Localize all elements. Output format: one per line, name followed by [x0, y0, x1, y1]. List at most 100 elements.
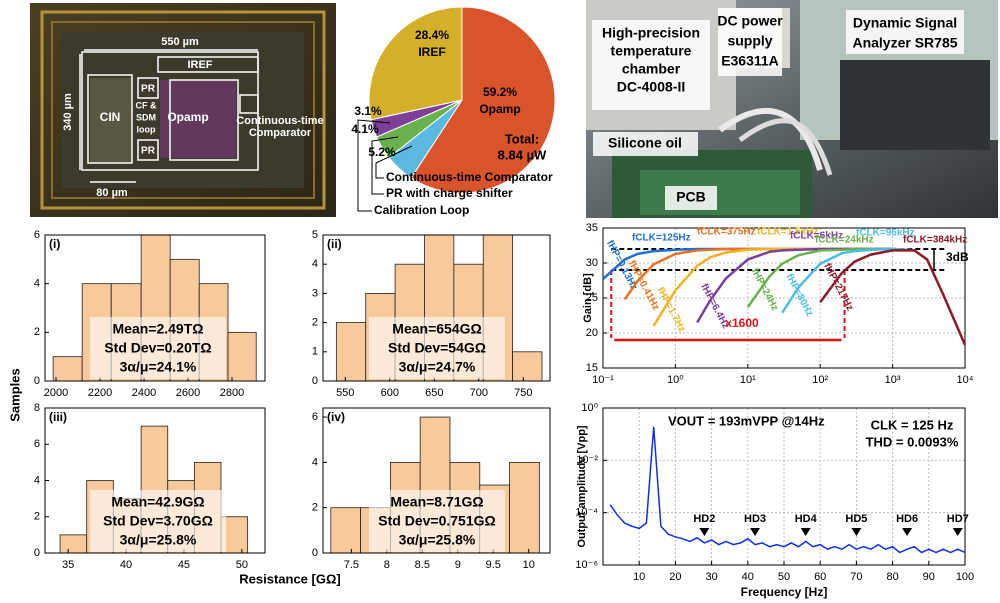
- histogram-bar: [59, 534, 88, 554]
- harmonic-marker: [800, 528, 811, 536]
- series-label: fCLK=24kHz: [815, 235, 874, 246]
- label-box: [665, 186, 717, 210]
- leader-line: [357, 119, 391, 212]
- category-label: PR with charge shifter: [386, 186, 513, 200]
- x-tick-label: 80: [886, 571, 898, 583]
- panel-label: (iv): [327, 410, 345, 424]
- y-tick-label: 1: [312, 346, 318, 358]
- y-tick-label: 25: [586, 292, 598, 304]
- series-label: fCLK=384kHz: [903, 235, 967, 246]
- block-outline: [157, 56, 259, 73]
- y-tick-label: 20: [586, 327, 598, 339]
- block-outline: [169, 79, 239, 161]
- x-tick-label: 40: [742, 571, 754, 583]
- x-tick-label: 30: [705, 571, 717, 583]
- data-line: [652, 247, 915, 327]
- category-label: Calibration Loop: [374, 203, 469, 217]
- leader-line: [375, 145, 413, 179]
- y-tick-label: 0: [312, 547, 318, 559]
- x-tick-label: 40: [120, 559, 132, 571]
- x-tick-label: 8: [384, 559, 390, 571]
- chip-label: Comparator: [249, 127, 312, 139]
- harmonic-marker: [851, 528, 862, 536]
- label-box: [592, 20, 710, 110]
- x-tick-label: 10: [523, 559, 535, 571]
- label-box: [718, 8, 782, 76]
- y-tick-label: 10⁰: [581, 402, 598, 414]
- y-tick-label: 0: [312, 375, 318, 387]
- x-tick-label: 50: [236, 559, 248, 571]
- y-tick-label: 4: [34, 474, 40, 486]
- x-tick-label: 10³: [885, 374, 901, 386]
- y-axis-label: Gain [dB]: [582, 273, 594, 323]
- histogram-bar: [509, 461, 540, 554]
- annotation: Mean=654GΩ: [392, 321, 481, 337]
- pie-slice: [410, 6, 556, 194]
- harmonic-marker: [902, 528, 913, 536]
- category-label: IREF: [418, 45, 445, 59]
- x-tick-label: 2000: [44, 387, 68, 399]
- annotation-box: [90, 317, 226, 379]
- value-label: 59.2%: [483, 85, 517, 99]
- x-tick-label: 700: [470, 387, 488, 399]
- x-tick-label: 10: [633, 571, 645, 583]
- x-tick-label: 10¹: [740, 374, 756, 386]
- setup-label: DC-4008-II: [617, 79, 685, 95]
- setup-label: High-precision: [602, 25, 700, 41]
- x-tick-label: 10²: [812, 374, 828, 386]
- annotation: Std Dev=3.70GΩ: [103, 513, 213, 529]
- y-tick-label: 0: [34, 547, 40, 559]
- series-label: fCLK=96kHz: [856, 228, 915, 239]
- chip-label: CF &: [136, 100, 157, 110]
- annotation: 3α/μ=25.8%: [399, 532, 476, 548]
- chip-label: PR: [141, 84, 156, 95]
- y-tick-label: 15: [586, 362, 598, 374]
- harmonic-marker: [750, 528, 761, 536]
- annotation: VOUT = 193mVPP @14Hz: [668, 413, 825, 428]
- chip-label: IREF: [187, 59, 212, 71]
- value-label: 5.2%: [368, 145, 396, 159]
- annotation: Std Dev=0.20TΩ: [104, 340, 211, 356]
- histogram-bar: [227, 331, 257, 382]
- plot-frame: [322, 407, 551, 554]
- x-tick-label: 100: [956, 571, 974, 583]
- panel-label: (i): [49, 237, 60, 251]
- harmonic-label: HD7: [947, 513, 969, 525]
- x-tick-label: 8.5: [415, 559, 430, 571]
- annotation: Mean=8.71GΩ: [390, 494, 483, 510]
- annotation: 3α/μ=24.1%: [120, 359, 197, 375]
- y-tick-label: 4: [34, 278, 40, 290]
- plot-frame: [322, 234, 551, 382]
- y-tick-label: 30: [586, 257, 598, 269]
- category-label: Opamp: [479, 102, 520, 116]
- series-label: fCLK=1.5kHz: [757, 227, 818, 238]
- harmonic-label: HD5: [845, 513, 867, 525]
- panel-label: (iii): [49, 410, 67, 424]
- annotation: Std Dev=0.751GΩ: [378, 513, 495, 529]
- y-tick-label: 10⁻⁶: [575, 559, 598, 571]
- annotation: Mean=42.9GΩ: [111, 494, 204, 510]
- setup-label: PCB: [676, 189, 706, 205]
- hp-label: fHP=1.7Hz: [655, 285, 688, 334]
- histogram-bar: [330, 507, 361, 554]
- value-label: 3.1%: [354, 104, 382, 118]
- block-outline: [137, 77, 159, 99]
- y-tick-label: 3: [312, 287, 318, 299]
- x-tick-label: 90: [923, 571, 935, 583]
- y-tick-label: 2: [312, 317, 318, 329]
- total-value: 8.84 µW: [498, 147, 547, 162]
- y-axis-label: Output amplitude [Vpp]: [576, 425, 588, 548]
- x-tick-label: 20: [669, 571, 681, 583]
- chip-label: PR: [141, 146, 156, 157]
- annotation: THD = 0.0093%: [866, 434, 959, 449]
- chip-label: 550 µm: [161, 36, 199, 48]
- annotation-box: [369, 490, 505, 552]
- pie-slice: [368, 6, 463, 121]
- x-tick-label: 2400: [132, 387, 156, 399]
- x-tick-label: 9.5: [486, 559, 501, 571]
- hp-label: fHP=24Hz: [749, 267, 780, 313]
- x-tick-label: 70: [850, 571, 862, 583]
- annotation: CLK = 125 Hz: [871, 417, 954, 432]
- setup-label: Dynamic Signal: [853, 15, 957, 31]
